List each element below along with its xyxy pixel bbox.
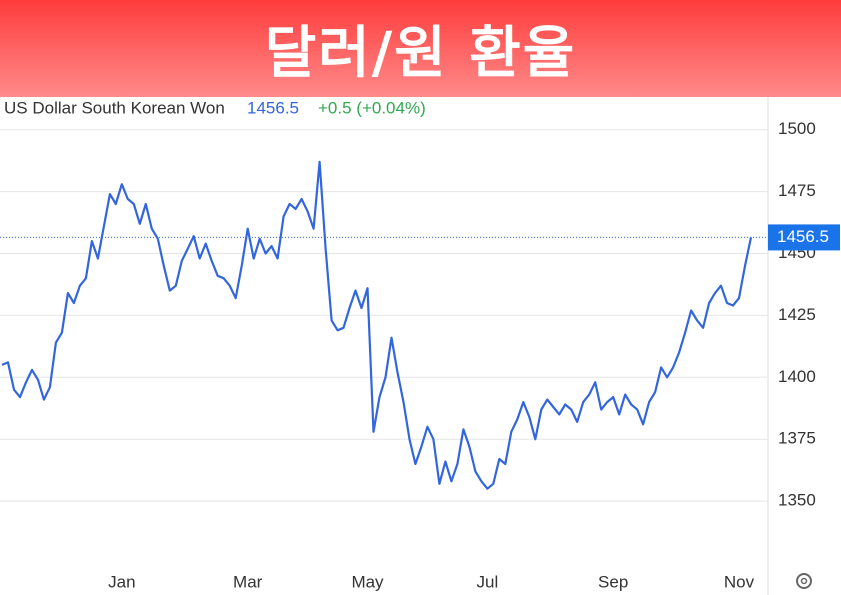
gear-ring — [796, 573, 812, 589]
price-line — [1, 160, 753, 490]
last-price-box — [768, 224, 840, 251]
x-tick-label: Sep — [598, 572, 628, 591]
x-tick-label: Jul — [476, 572, 498, 591]
x-tick-label: Mar — [233, 572, 263, 591]
gear-hub — [800, 577, 808, 585]
y-tick-label: 1475 — [778, 181, 816, 200]
title-banner: 달러/원 환율 — [0, 0, 841, 97]
series-name: US Dollar South Korean Won — [4, 98, 225, 117]
x-tick-label: Nov — [724, 572, 755, 591]
last-price-label: 1456.5 — [777, 227, 829, 246]
y-tick-label: 1425 — [778, 305, 816, 324]
y-tick-label: 1350 — [778, 491, 816, 510]
y-tick-label: 1375 — [778, 429, 816, 448]
chart-title: 달러/원 환율 — [264, 21, 577, 86]
y-tick-label: 1500 — [778, 119, 816, 138]
current-price: 1456.5 — [247, 98, 299, 117]
price-change: +0.5 (+0.04%) — [318, 98, 426, 117]
x-tick-label: Jan — [108, 572, 135, 591]
settings-icon[interactable] — [796, 573, 812, 589]
x-tick-label: May — [351, 572, 384, 591]
y-tick-label: 1400 — [778, 367, 816, 386]
